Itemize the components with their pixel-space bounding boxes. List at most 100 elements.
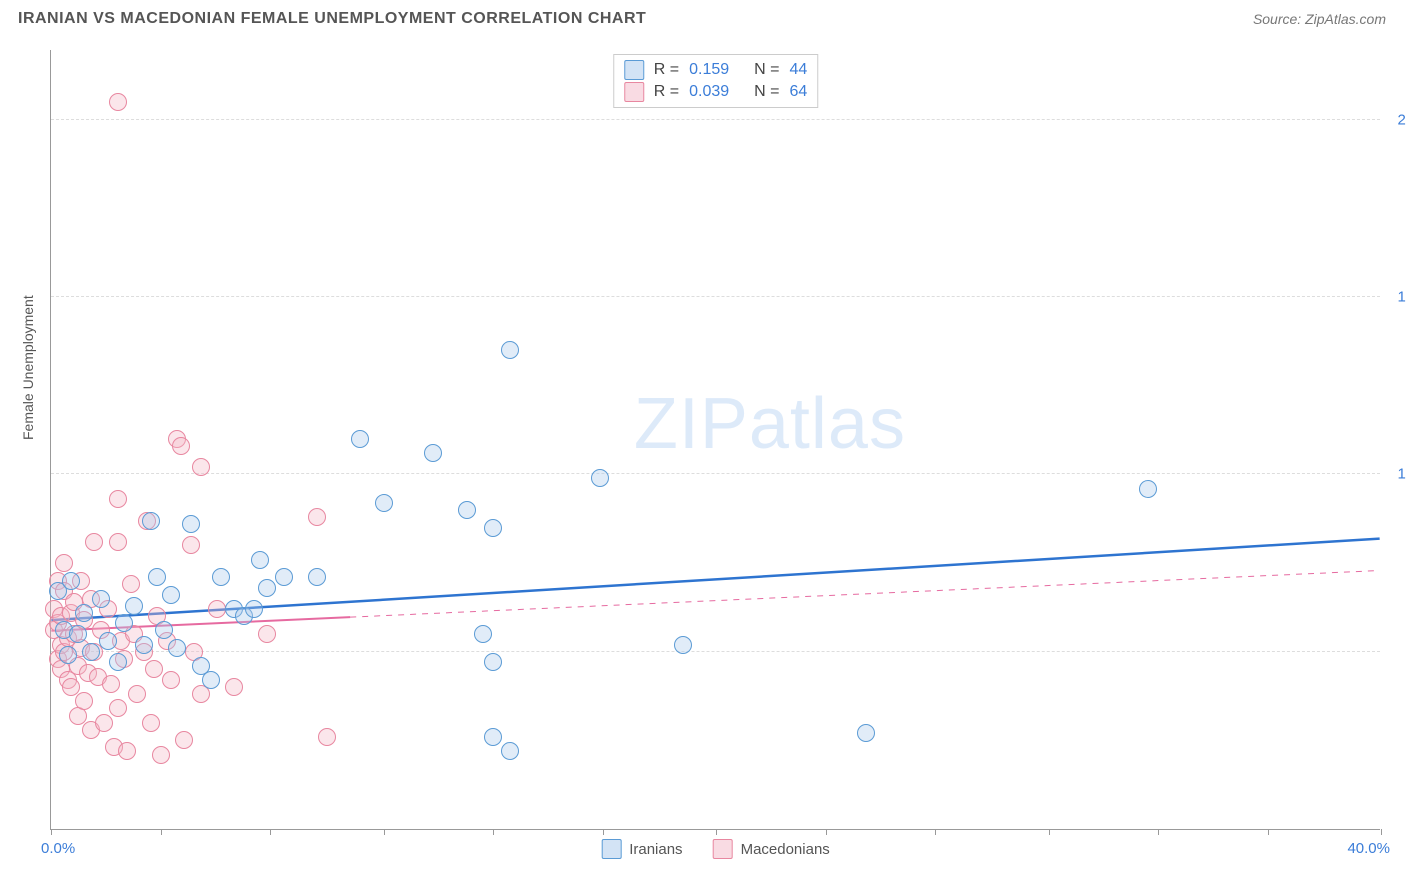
y-tick-label: 10.0% — [1385, 466, 1406, 483]
data-point — [92, 590, 110, 608]
chart-title: IRANIAN VS MACEDONIAN FEMALE UNEMPLOYMEN… — [18, 10, 646, 28]
y-tick-label: 20.0% — [1385, 111, 1406, 128]
data-point — [225, 678, 243, 696]
data-point — [212, 568, 230, 586]
x-tick — [270, 829, 271, 835]
data-point — [82, 643, 100, 661]
legend-item: Macedonians — [713, 839, 830, 859]
data-point — [182, 536, 200, 554]
r-label: R = — [654, 61, 679, 79]
source-name: ZipAtlas.com — [1305, 11, 1386, 27]
data-point — [135, 636, 153, 654]
data-point — [168, 639, 186, 657]
x-tick — [716, 829, 717, 835]
data-point — [501, 341, 519, 359]
data-point — [122, 575, 140, 593]
source-attribution: Source: ZipAtlas.com — [1253, 11, 1386, 27]
data-point — [182, 515, 200, 533]
data-point — [424, 444, 442, 462]
correlation-legend: R =0.159N =44R =0.039N =64 — [613, 54, 818, 108]
x-tick — [1381, 829, 1382, 835]
gridline — [51, 473, 1380, 474]
legend-swatch — [713, 839, 733, 859]
data-point — [85, 533, 103, 551]
data-point — [155, 621, 173, 639]
data-point — [501, 742, 519, 760]
legend-item: Iranians — [601, 839, 682, 859]
data-point — [162, 671, 180, 689]
data-point — [245, 600, 263, 618]
data-point — [142, 512, 160, 530]
gridline — [51, 651, 1380, 652]
r-value: 0.159 — [689, 61, 744, 79]
legend-swatch — [624, 82, 644, 102]
data-point — [109, 533, 127, 551]
x-tick — [384, 829, 385, 835]
source-prefix: Source: — [1253, 11, 1305, 27]
data-point — [145, 660, 163, 678]
data-point — [62, 678, 80, 696]
scatter-chart: ZIPatlas R =0.159N =44R =0.039N =64 0.0%… — [50, 50, 1380, 830]
x-tick — [493, 829, 494, 835]
data-point — [152, 746, 170, 764]
data-point — [258, 579, 276, 597]
legend-label: Macedonians — [741, 841, 830, 858]
data-point — [172, 437, 190, 455]
gridline — [51, 119, 1380, 120]
data-point — [351, 430, 369, 448]
n-value: 64 — [789, 83, 807, 101]
x-tick — [935, 829, 936, 835]
data-point — [208, 600, 226, 618]
x-tick — [1268, 829, 1269, 835]
data-point — [125, 597, 143, 615]
data-point — [591, 469, 609, 487]
x-tick — [826, 829, 827, 835]
data-point — [109, 93, 127, 111]
data-point — [75, 604, 93, 622]
legend-row: R = 0.159 N = 44 — [624, 59, 807, 81]
x-tick — [1158, 829, 1159, 835]
data-point — [318, 728, 336, 746]
data-point — [162, 586, 180, 604]
data-point — [142, 714, 160, 732]
data-point — [109, 490, 127, 508]
y-axis-label: Female Unemployment — [20, 295, 36, 440]
legend-row: R =0.039N =64 — [624, 81, 807, 103]
data-point — [102, 675, 120, 693]
r-value: 0.039 — [689, 83, 744, 101]
data-point — [75, 692, 93, 710]
legend-swatch — [624, 60, 644, 80]
legend-swatch — [601, 839, 621, 859]
data-point — [375, 494, 393, 512]
gridline — [51, 296, 1380, 297]
data-point — [99, 632, 117, 650]
x-tick — [161, 829, 162, 835]
data-point — [62, 572, 80, 590]
data-point — [275, 568, 293, 586]
watermark: ZIPatlas — [634, 383, 906, 465]
data-point — [251, 551, 269, 569]
x-tick — [51, 829, 52, 835]
data-point — [474, 625, 492, 643]
trend-lines — [51, 50, 1380, 829]
n-value: 44 — [789, 61, 807, 79]
trend-line — [350, 571, 1379, 618]
r-label: R = — [654, 83, 679, 101]
x-tick — [603, 829, 604, 835]
data-point — [128, 685, 146, 703]
y-tick-label: 15.0% — [1385, 289, 1406, 306]
x-axis-min-label: 0.0% — [41, 840, 75, 857]
x-axis-max-label: 40.0% — [1347, 840, 1390, 857]
data-point — [258, 625, 276, 643]
data-point — [857, 724, 875, 742]
series-legend: Iranians Macedonians — [601, 839, 830, 859]
data-point — [95, 714, 113, 732]
data-point — [109, 699, 127, 717]
watermark-zip: ZIP — [634, 384, 749, 464]
data-point — [484, 519, 502, 537]
data-point — [674, 636, 692, 654]
n-label: N = — [754, 61, 779, 79]
data-point — [148, 568, 166, 586]
data-point — [109, 653, 127, 671]
data-point — [115, 614, 133, 632]
